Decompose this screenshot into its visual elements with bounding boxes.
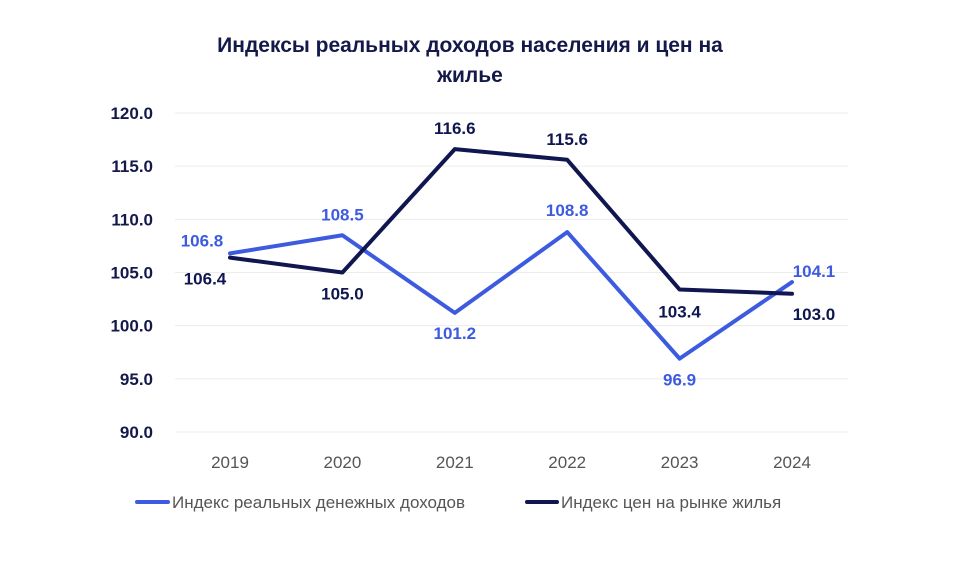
x-tick-label: 2024 — [773, 453, 811, 472]
series-lines — [228, 147, 794, 361]
y-tick-label: 90.0 — [120, 423, 153, 442]
legend-label: Индекс реальных денежных доходов — [172, 493, 465, 512]
data-label: 108.8 — [546, 201, 589, 220]
y-tick-label: 110.0 — [111, 210, 153, 229]
legend-label: Индекс цен на рынке жилья — [561, 493, 781, 512]
data-label: 105.0 — [321, 285, 364, 304]
data-label: 103.4 — [658, 303, 701, 322]
chart-title-line-2: жилье — [436, 64, 503, 87]
data-label: 104.1 — [793, 262, 836, 281]
y-tick-label: 100.0 — [110, 317, 153, 336]
x-axis: 2019 2020 2021 2022 2023 2024 — [211, 453, 811, 472]
y-tick-label: 95.0 — [120, 370, 153, 389]
y-tick-label: 115.0 — [111, 157, 153, 176]
y-tick-label: 120.0 — [110, 104, 153, 123]
y-tick-label: 105.0 — [110, 264, 153, 283]
x-tick-label: 2022 — [548, 453, 586, 472]
x-tick-label: 2019 — [211, 453, 249, 472]
chart-title-line-1: Индексы реальных доходов населения и цен… — [217, 34, 723, 57]
x-tick-label: 2020 — [323, 453, 361, 472]
legend: Индекс реальных денежных доходов Индекс ц… — [135, 493, 781, 512]
data-label: 103.0 — [793, 305, 836, 324]
gridlines — [175, 112, 848, 433]
x-tick-label: 2021 — [436, 453, 474, 472]
x-tick-label: 2023 — [661, 453, 699, 472]
data-label: 101.2 — [434, 324, 477, 343]
data-label: 96.9 — [663, 371, 696, 390]
series-line-2 — [228, 147, 794, 296]
data-label: 116.6 — [434, 119, 476, 138]
data-label: 115.6 — [546, 130, 588, 149]
data-label: 106.8 — [181, 231, 224, 250]
data-labels: 106.8 108.5 101.2 108.8 96.9 104.1 106.4 105.0 1… — [181, 119, 836, 389]
data-label: 108.5 — [321, 205, 364, 224]
series-line-1 — [228, 230, 794, 361]
y-axis: 90.0 95.0 100.0 105.0 110.0 115.0 120.0 — [110, 104, 153, 442]
data-label: 106.4 — [184, 270, 227, 289]
